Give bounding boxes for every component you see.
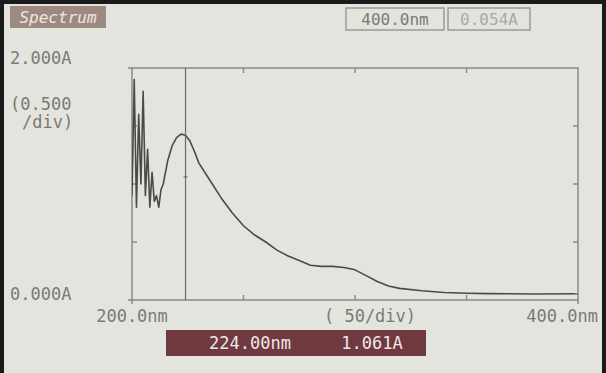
x-division-tick xyxy=(354,295,356,300)
bezel xyxy=(0,0,606,373)
cursor-readout-box xyxy=(166,330,426,356)
x-division-tick xyxy=(466,295,468,300)
x-tick-label: 200.0nm xyxy=(96,306,168,326)
title: Spectrum xyxy=(19,8,96,27)
readout-box xyxy=(448,8,530,30)
x-tick xyxy=(577,300,579,304)
plot-area xyxy=(132,68,578,300)
x-division-tick xyxy=(466,68,468,73)
spectrum-line xyxy=(132,80,578,294)
x-division-tick xyxy=(354,68,356,73)
screen xyxy=(4,4,602,373)
cursor-y-label: 1.061A xyxy=(341,333,402,353)
readout-x: 400.0nm xyxy=(361,10,428,29)
readout-point xyxy=(575,293,578,294)
y-tick xyxy=(128,299,132,301)
x-division-label: ( 50/div) xyxy=(324,306,416,326)
title-box xyxy=(10,6,106,28)
y-division-tick xyxy=(573,183,578,185)
y-tick xyxy=(128,67,132,69)
cursor-line xyxy=(185,68,186,300)
y-tick-label: 2.000A xyxy=(10,48,71,68)
y-division-tick xyxy=(132,241,137,243)
cursor-x-label: 224.00nm xyxy=(209,333,291,353)
x-division-tick xyxy=(243,68,245,73)
cursor-point xyxy=(184,176,188,177)
readout-y: 0.054A xyxy=(460,10,518,29)
plot-frame xyxy=(132,68,578,300)
readout-box xyxy=(346,8,444,30)
x-tick-label: 400.0nm xyxy=(526,306,598,326)
y-division-tick xyxy=(573,241,578,243)
y-tick-label: 0.000A xyxy=(10,284,71,304)
y-division-label: (0.500/div) xyxy=(10,94,73,132)
x-division-tick xyxy=(243,295,245,300)
y-division-tick xyxy=(573,125,578,127)
